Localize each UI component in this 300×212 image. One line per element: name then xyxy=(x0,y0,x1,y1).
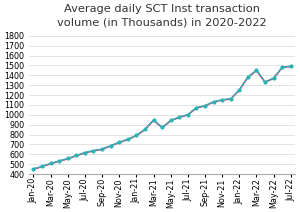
Title: Average daily SCT Inst transaction
volume (in Thousands) in 2020-2022: Average daily SCT Inst transaction volum… xyxy=(57,4,267,27)
